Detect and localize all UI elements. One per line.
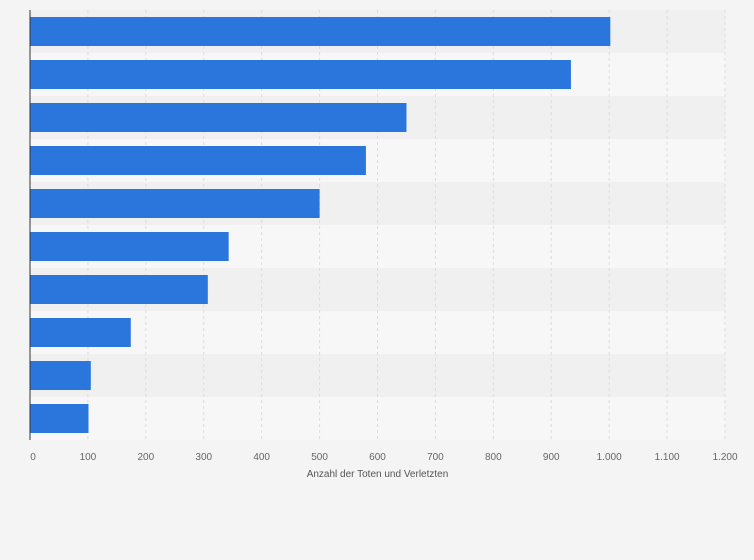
x-tick-label: 900: [543, 452, 560, 463]
bar: [30, 361, 91, 390]
bar: [30, 103, 407, 132]
x-tick-label: 200: [137, 452, 154, 463]
bar: [30, 189, 320, 218]
bar: [30, 232, 229, 261]
bar: [30, 404, 89, 433]
x-tick-label: 1.200: [712, 452, 737, 463]
bar: [30, 318, 131, 347]
x-tick-label: 600: [369, 452, 386, 463]
bars: [30, 17, 611, 433]
x-axis-title: Anzahl der Toten und Verletzten: [307, 469, 449, 480]
x-tick-label: 1.000: [597, 452, 622, 463]
x-tick-label: 800: [485, 452, 502, 463]
x-tick-label: 100: [80, 452, 97, 463]
x-tick-label: 1.100: [655, 452, 680, 463]
x-tick-label: 300: [195, 452, 212, 463]
bar: [30, 146, 366, 175]
bar: [30, 60, 571, 89]
bar: [30, 17, 611, 46]
bar: [30, 275, 208, 304]
x-axis-ticks: 0 100 200 300 400 500 600 700 800 900 1.000 1.100 1.…: [30, 452, 738, 463]
x-tick-label: 400: [253, 452, 270, 463]
x-tick-label: 0: [30, 452, 36, 463]
x-tick-label: 500: [311, 452, 328, 463]
x-tick-label: 700: [427, 452, 444, 463]
